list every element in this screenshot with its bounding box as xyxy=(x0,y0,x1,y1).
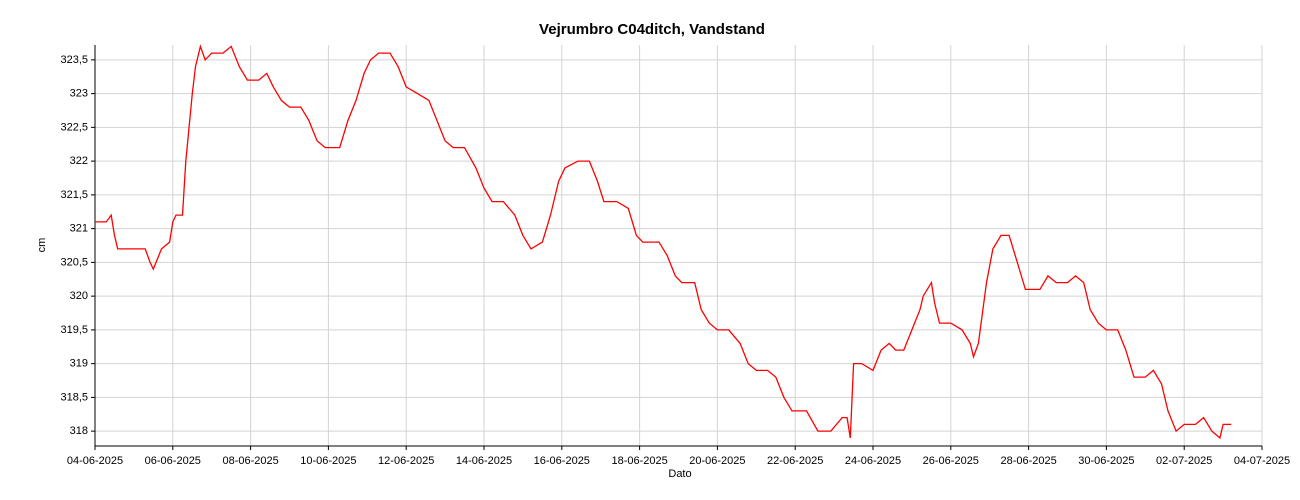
y-tick-label: 318,5 xyxy=(60,391,88,403)
y-axis-label: cm xyxy=(36,238,48,253)
y-tick-label: 323,5 xyxy=(60,54,88,66)
x-tick-label: 24-06-2025 xyxy=(845,455,901,467)
y-tick-label: 319,5 xyxy=(60,324,88,336)
y-tick-label: 322 xyxy=(70,155,88,167)
y-tick-label: 321,5 xyxy=(60,189,88,201)
x-tick-label: 28-06-2025 xyxy=(1000,455,1056,467)
y-tick-label: 318 xyxy=(70,425,88,437)
data-line xyxy=(95,44,1232,440)
y-tick-label: 321 xyxy=(70,223,88,235)
y-tick-label: 320,5 xyxy=(60,256,88,268)
x-tick-label: 22-06-2025 xyxy=(767,455,823,467)
x-tick-label: 30-06-2025 xyxy=(1078,455,1134,467)
x-tick-label: 18-06-2025 xyxy=(611,455,667,467)
x-tick-label: 20-06-2025 xyxy=(689,455,745,467)
x-tick-label: 02-07-2025 xyxy=(1156,455,1212,467)
x-axis-label: Dato xyxy=(668,468,691,480)
y-tick-label: 322,5 xyxy=(60,121,88,133)
x-tick-label: 10-06-2025 xyxy=(300,455,356,467)
x-tick-label: 06-06-2025 xyxy=(145,455,201,467)
y-tick-label: 320 xyxy=(70,290,88,302)
axes xyxy=(94,45,1262,447)
x-tick-label: 04-07-2025 xyxy=(1234,455,1290,467)
x-tick-label: 08-06-2025 xyxy=(222,455,278,467)
y-tick-label: 323 xyxy=(70,88,88,100)
x-tick-label: 14-06-2025 xyxy=(456,455,512,467)
chart-title: Vejrumbro C04ditch, Vandstand xyxy=(539,21,765,38)
y-tick-label: 319 xyxy=(70,358,88,370)
x-tick-label: 12-06-2025 xyxy=(378,455,434,467)
x-tick-label: 26-06-2025 xyxy=(923,455,979,467)
x-tick-label: 16-06-2025 xyxy=(534,455,590,467)
x-tick-label: 04-06-2025 xyxy=(67,455,123,467)
